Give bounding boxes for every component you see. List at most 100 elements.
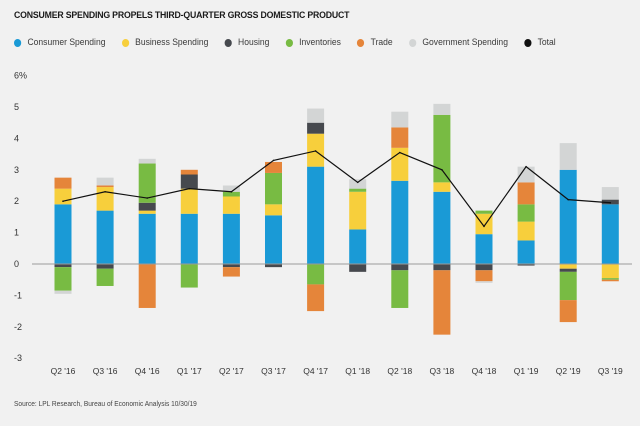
legend-label: Business Spending xyxy=(135,37,209,48)
legend-item-inventories: Inventories xyxy=(285,37,341,48)
bar-segment-inventories xyxy=(391,270,409,308)
y-tick-label: 4 xyxy=(14,133,19,143)
legend-marker-housing xyxy=(224,38,232,47)
x-tick-label: Q3 '18 xyxy=(430,366,455,376)
bar-segment-business-spending xyxy=(265,204,282,216)
bar-segment-business-spending xyxy=(180,188,198,214)
bar-segment-housing xyxy=(517,264,535,266)
bar-segment-trade xyxy=(559,300,577,323)
total-point xyxy=(230,190,233,193)
bar-stack xyxy=(517,166,535,266)
x-tick-label: Q1 '18 xyxy=(345,366,370,376)
x-tick-label: Q2 '19 xyxy=(556,366,581,376)
legend-marker-business-spending xyxy=(121,38,129,47)
legend-label: Trade xyxy=(370,37,393,48)
legend-item-trade: Trade xyxy=(357,37,393,48)
y-tick-label: -3 xyxy=(14,353,22,363)
bar-segment-housing xyxy=(222,264,240,268)
bar-segment-inventories xyxy=(517,204,535,222)
legend-item-consumer-spending: Consumer Spending xyxy=(14,37,105,48)
legend: Consumer Spending Business Spending Hous… xyxy=(14,37,572,48)
bar-segment-housing xyxy=(138,202,156,211)
bar-segment-inventories xyxy=(433,114,451,183)
total-point xyxy=(609,201,612,204)
bar-segment-consumer-spending xyxy=(54,204,72,264)
x-tick-label: Q1 '17 xyxy=(177,366,202,376)
x-tick-label: Q4 '16 xyxy=(135,366,160,376)
bar-segment-consumer-spending xyxy=(559,169,577,264)
bar-segment-business-spending xyxy=(96,187,114,211)
bar-segment-inventories xyxy=(54,267,72,291)
bar-segment-housing xyxy=(96,264,114,269)
bar-stack xyxy=(475,210,493,283)
bar-stack xyxy=(349,179,367,272)
bar-segment-business-spending xyxy=(559,264,577,269)
bar-segment-housing xyxy=(433,264,451,271)
x-axis: Q2 '16 Q3 '16 Q4 '16 Q1 '17 Q2 '17 Q3 '17 Q4 '… xyxy=(51,366,623,376)
bar-segment-business-spending xyxy=(475,213,493,235)
x-tick-label: Q4 '18 xyxy=(472,366,497,376)
bar-segment-business-spending xyxy=(601,264,619,279)
legend-item-housing: Housing xyxy=(224,37,269,48)
bar-segment-government-spending xyxy=(475,281,493,283)
bar-stack xyxy=(180,169,198,288)
bar-segment-government-spending xyxy=(222,185,240,192)
legend-marker-inventories xyxy=(285,38,293,47)
bar-segment-trade xyxy=(475,270,493,282)
bar-stack xyxy=(307,108,325,312)
bar-segment-consumer-spending xyxy=(222,213,240,264)
bar-stack xyxy=(96,177,114,286)
total-point xyxy=(441,169,443,171)
bar-stack xyxy=(138,158,156,308)
y-axis: 6% 5 4 3 2 1 0 -1 -2 -3 xyxy=(14,71,27,364)
bar-segment-inventories xyxy=(222,191,240,197)
bar-segment-consumer-spending xyxy=(433,191,451,264)
bar-segment-business-spending xyxy=(517,221,535,241)
bar-stack xyxy=(433,103,451,335)
bar-segment-trade xyxy=(517,182,535,205)
x-tick-label: Q3 '17 xyxy=(261,366,286,376)
bar-segment-trade xyxy=(391,127,409,148)
bar-segment-government-spending xyxy=(54,290,72,294)
total-point xyxy=(104,190,106,193)
legend-item-business-spending: Business Spending xyxy=(121,37,209,48)
bar-segment-inventories xyxy=(265,172,282,205)
bar-segment-government-spending xyxy=(601,187,619,200)
bar-segment-trade xyxy=(307,284,325,312)
total-point xyxy=(62,200,64,202)
bar-segment-government-spending xyxy=(391,111,409,128)
legend-marker-trade xyxy=(357,38,365,47)
y-tick-label: 2 xyxy=(14,196,19,206)
total-line-group xyxy=(62,150,612,228)
bar-segment-inventories xyxy=(138,163,156,203)
bar-segment-trade xyxy=(601,279,619,282)
bar-segment-consumer-spending xyxy=(307,166,325,264)
x-tick-label: Q2 '17 xyxy=(219,366,244,376)
legend-label: Total xyxy=(537,37,556,48)
bar-stack xyxy=(265,161,282,268)
bar-segment-business-spending xyxy=(433,182,451,192)
bar-segment-housing xyxy=(307,122,325,134)
legend-marker-government-spending xyxy=(408,38,417,47)
total-line xyxy=(62,150,611,228)
bar-segment-inventories xyxy=(180,264,198,288)
legend-label: Consumer Spending xyxy=(27,37,106,48)
bar-segment-trade xyxy=(96,185,114,188)
bar-segment-inventories xyxy=(475,210,493,214)
x-tick-label: Q3 '16 xyxy=(93,366,118,376)
bar-stack xyxy=(601,187,619,282)
bar-segment-consumer-spending xyxy=(265,215,282,264)
bar-segment-government-spending xyxy=(307,108,325,123)
legend-marker-total xyxy=(524,38,532,47)
y-tick-label: -1 xyxy=(14,290,22,300)
legend-item-government-spending: Government Spending xyxy=(408,37,508,48)
bar-stack xyxy=(54,177,72,294)
total-point xyxy=(146,197,148,199)
bar-stack xyxy=(559,143,577,323)
bar-segment-government-spending xyxy=(433,103,451,115)
bar-segment-inventories xyxy=(307,264,325,285)
bar-segment-trade xyxy=(265,161,282,173)
bar-segment-consumer-spending xyxy=(601,204,619,264)
bar-segment-housing xyxy=(180,174,198,189)
